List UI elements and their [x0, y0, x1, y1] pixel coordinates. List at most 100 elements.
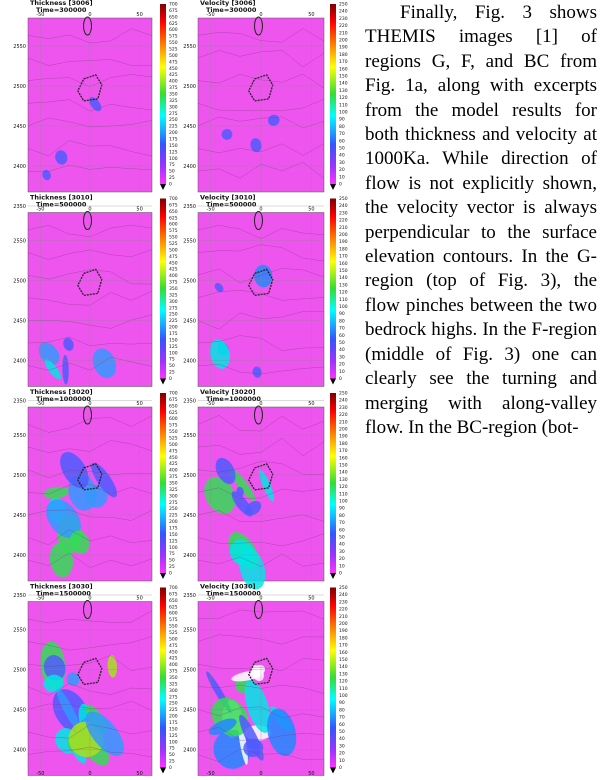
colorbar-label: 275: [169, 111, 178, 117]
y-tick-label: 2500: [13, 279, 26, 285]
colorbar-label: 650: [169, 209, 178, 215]
colorbar-label: 350: [169, 92, 178, 98]
colorbar-label: 170: [339, 448, 348, 454]
flow-region: [107, 654, 117, 678]
colorbar-label: 50: [339, 340, 345, 346]
colorbar-label: 625: [169, 215, 178, 221]
colorbar-label: 75: [169, 162, 175, 168]
flow-region: [92, 348, 117, 379]
colorbar-label: 325: [169, 292, 178, 298]
colorbar-label: 160: [339, 455, 348, 461]
colorbar-label: 0: [339, 182, 342, 188]
colorbar-label: 300: [169, 493, 178, 499]
y-tick-label: 2450: [13, 319, 26, 325]
panel-time: Time=1500000: [206, 590, 261, 598]
colorbar-label: 140: [339, 664, 348, 670]
colorbar-label: 180: [339, 246, 348, 252]
flow-region: [44, 359, 62, 380]
colorbar-label: 150: [339, 268, 348, 274]
x-tick-label: 50: [136, 207, 142, 213]
bedrock-high: [253, 600, 263, 619]
x-tick-label: -50: [207, 207, 215, 213]
flow-region: [243, 738, 264, 758]
colorbar-label: 375: [169, 85, 178, 91]
flow-region: [63, 337, 74, 351]
colorbar-label: 75: [169, 357, 175, 363]
colorbar-label: 0: [169, 376, 172, 382]
colorbar-label: 600: [169, 416, 178, 422]
colorbar-label: 450: [169, 455, 178, 461]
y-tick-label: 2400: [183, 164, 196, 170]
flow-region: [209, 339, 230, 369]
flow-region: [43, 655, 66, 681]
colorbar-label: 80: [339, 707, 345, 713]
y-tick-label: 2550: [13, 239, 26, 245]
y-tick-label: 2400: [13, 359, 26, 365]
x-tick-label: 0: [88, 771, 91, 777]
colorbar: [160, 4, 166, 184]
colorbar-label: 130: [339, 282, 348, 288]
colorbar-label: 110: [339, 102, 348, 108]
y-tick-label: 2450: [13, 513, 26, 519]
panel-time: Time=1000000: [206, 395, 261, 403]
flow-region: [89, 97, 102, 112]
colorbar-label: 675: [169, 397, 178, 403]
colorbar-label: 275: [169, 305, 178, 311]
colorbar-label: 100: [339, 693, 348, 699]
colorbar-label: 250: [339, 196, 348, 202]
colorbar-label: 30: [339, 354, 345, 360]
flow-region: [267, 708, 297, 757]
text-column: Finally, Fig. 3 shows THEMIS images [1] …: [365, 1, 597, 780]
y-tick-label: 2400: [183, 359, 196, 365]
colorbar-label: 60: [339, 333, 345, 339]
flow-region: [254, 264, 273, 288]
colorbar-label: 150: [339, 657, 348, 663]
panel-title: Thickness [3020]: [30, 388, 93, 396]
flow-region: [244, 679, 271, 733]
colorbar-label: 600: [169, 27, 178, 33]
x-tick-label: 50: [136, 771, 142, 777]
colorbar-label: 425: [169, 72, 178, 78]
colorbar-label: 50: [169, 169, 175, 175]
y-tick-label: 2450: [183, 319, 196, 325]
colorbar-label: 80: [339, 513, 345, 519]
colorbar-label: 220: [339, 23, 348, 29]
colorbar-label: 700: [169, 585, 178, 591]
panel-title: Thickness [3010]: [30, 194, 93, 202]
flow-region: [252, 366, 262, 378]
y-tick-label: 2400: [13, 553, 26, 559]
y-tick-label: 2500: [13, 84, 26, 90]
colorbar-label: 0: [169, 765, 172, 771]
y-tick-label: 2450: [183, 708, 196, 714]
x-tick-label: 0: [88, 596, 91, 602]
bedrock-outline: [77, 657, 103, 686]
colorbar-label: 150: [339, 74, 348, 80]
colorbar-label: 220: [339, 412, 348, 418]
colorbar-label: 300: [169, 299, 178, 305]
colorbar-label: 240: [339, 203, 348, 209]
colorbar-arrow: [330, 184, 336, 190]
y-tick-label: 2400: [183, 553, 196, 559]
colorbar-label: 60: [339, 138, 345, 144]
colorbar-label: 130: [339, 477, 348, 483]
x-tick-label: 50: [308, 12, 314, 18]
colorbar-label: 700: [169, 196, 178, 202]
colorbar-label: 225: [169, 124, 178, 130]
y-tick-label: 2350: [183, 204, 196, 210]
x-tick-label: -50: [36, 771, 44, 777]
colorbar-label: 230: [339, 16, 348, 22]
colorbar-label: 400: [169, 273, 178, 279]
flow-region: [43, 486, 69, 499]
colorbar-label: 625: [169, 410, 178, 416]
x-tick-label: 0: [88, 207, 91, 213]
colorbar-label: 550: [169, 40, 178, 46]
x-tick-label: 50: [308, 401, 314, 407]
bedrock-high: [83, 211, 93, 230]
bedrock-outline: [247, 463, 274, 491]
bedrock-high: [253, 16, 263, 36]
colorbar-label: 70: [339, 131, 345, 137]
colorbar-label: 170: [339, 254, 348, 260]
x-tick-label: -50: [36, 596, 44, 602]
y-tick-label: 2550: [183, 628, 196, 634]
